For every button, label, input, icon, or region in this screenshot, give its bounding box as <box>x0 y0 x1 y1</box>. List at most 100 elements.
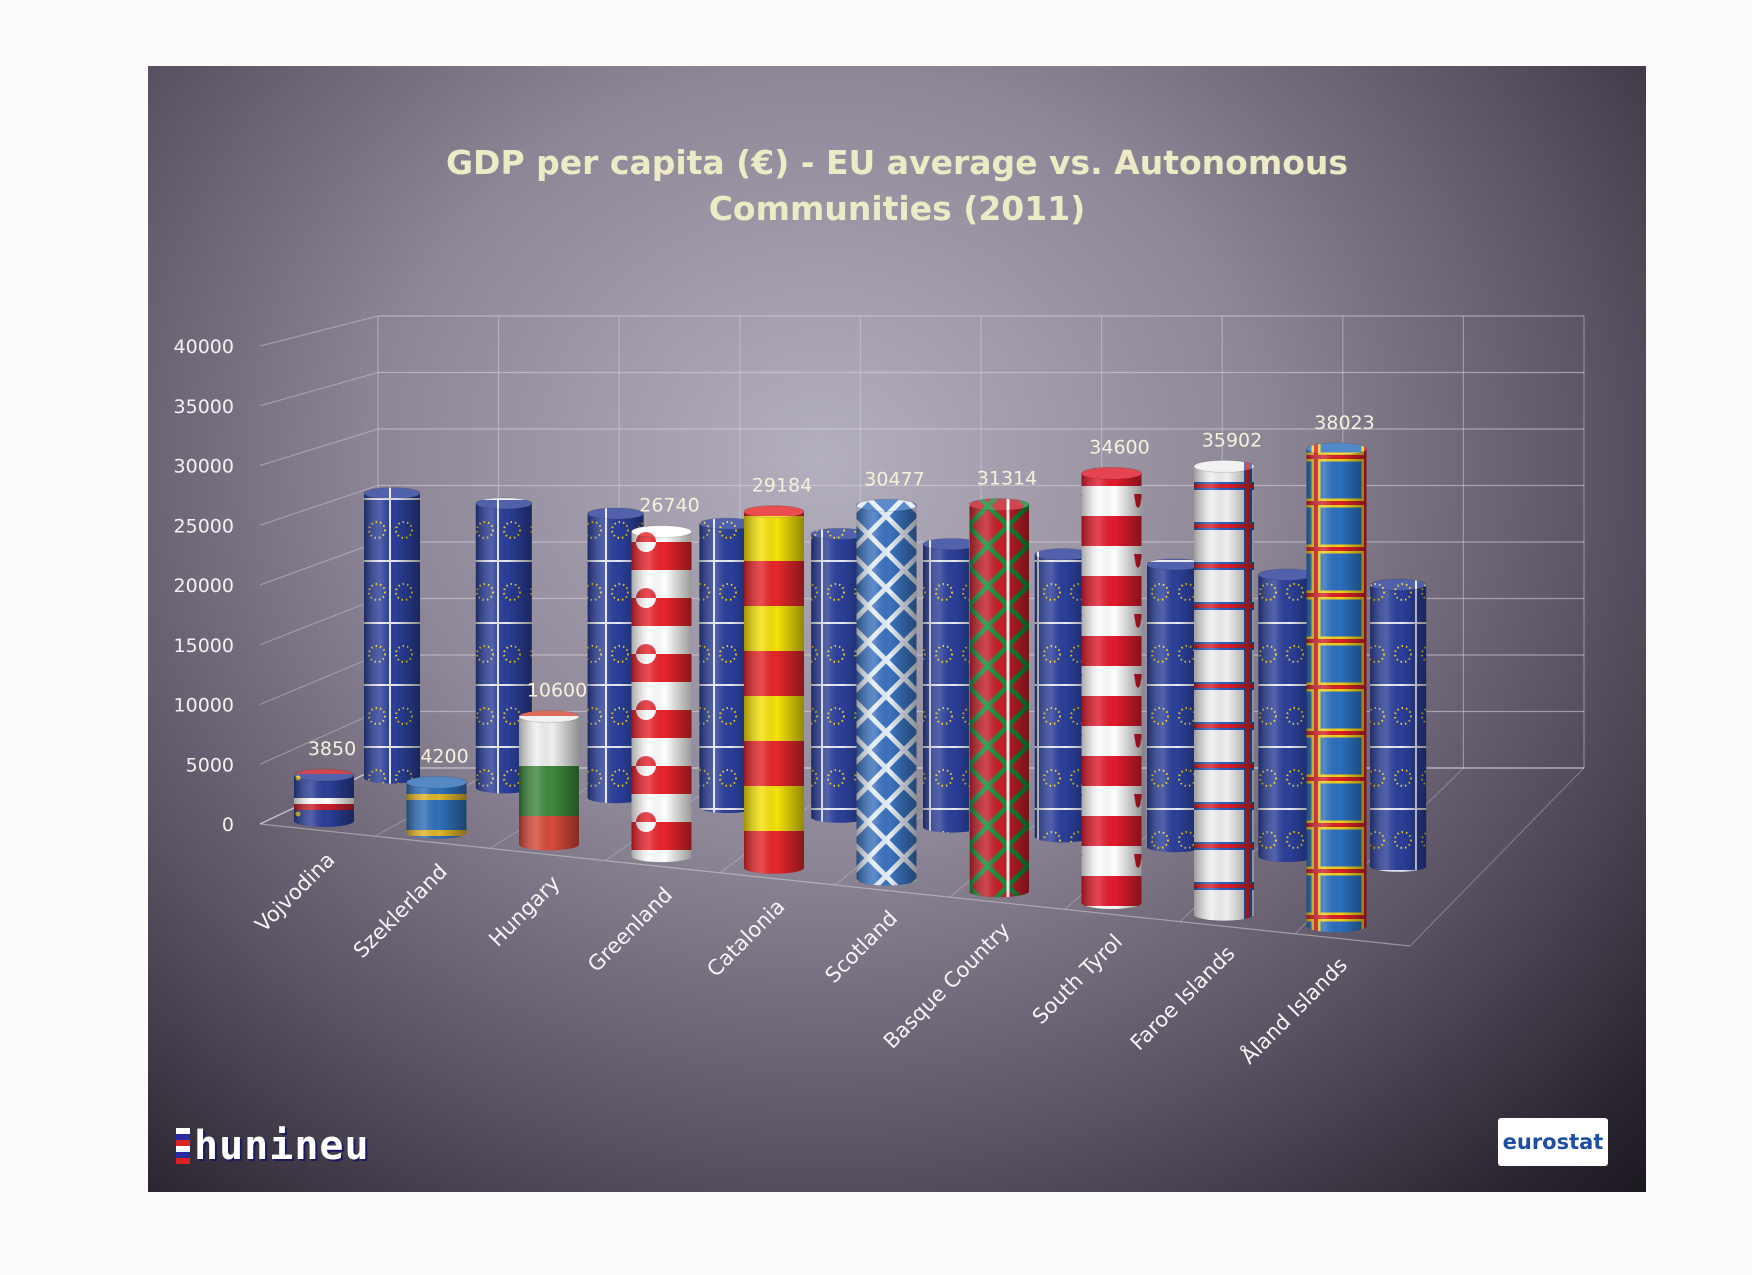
y-axis: 0 5000 10000 15000 20000 25000 30000 35000 40000 <box>174 336 234 836</box>
eu-bar-8-top-highlight <box>1258 569 1315 581</box>
eu-bar-6-top-highlight <box>1034 548 1091 560</box>
country-bar-7-top-highlight <box>1081 467 1142 480</box>
data-label: 34600 <box>1089 436 1149 458</box>
x-axis: Vojvodina Szeklerland Hungary Greenland Cata… <box>250 848 1352 1069</box>
eu-bar-6-shade <box>1034 554 1091 843</box>
country-bar-2-top-highlight <box>519 710 579 723</box>
eu-bar-1-top-highlight <box>475 497 532 510</box>
data-label: 26740 <box>639 495 699 517</box>
country-bar-8 <box>1193 459 1255 921</box>
country-bar-4-top-highlight <box>744 505 804 518</box>
eu-bar-8 <box>1257 568 1315 863</box>
eu-bar-0-shade <box>364 493 420 784</box>
eu-bar-4 <box>810 527 868 823</box>
eu-bar-5-top-highlight <box>923 538 979 550</box>
country-bar-6-top <box>968 498 1030 512</box>
gridline-side <box>259 428 379 467</box>
eu-bar-7 <box>1146 558 1204 853</box>
country-bar-7-top <box>1081 466 1142 480</box>
x-tick-label: Scotland <box>820 906 902 988</box>
country-bar-5 <box>856 498 917 886</box>
country-bar-7 <box>1081 466 1142 909</box>
country-bar-8-top-highlight <box>1194 460 1254 473</box>
country-bar-8-shade <box>1194 466 1254 921</box>
data-label: 31314 <box>977 468 1037 490</box>
gridline-side <box>259 654 379 706</box>
y-tick-label: 0 <box>222 814 234 836</box>
eu-bar-6 <box>1034 548 1092 843</box>
country-bar-1-top <box>406 775 467 789</box>
data-label: 10600 <box>527 680 587 702</box>
country-bar-5-top-highlight <box>856 499 917 512</box>
y-tick-label: 35000 <box>174 396 234 418</box>
bars <box>293 442 1427 933</box>
country-bar-0-top <box>293 768 355 782</box>
eurostat-logo: eurostat <box>1498 1118 1608 1166</box>
country-bar-1-shade <box>406 782 467 839</box>
eu-bar-7-shade <box>1146 564 1203 853</box>
y-tick-label: 15000 <box>174 635 234 657</box>
country-bar-9-shade <box>1306 448 1367 933</box>
data-label: 4200 <box>420 745 468 767</box>
eu-bar-8-shade <box>1258 574 1315 863</box>
eu-bar-2-top-highlight <box>587 507 644 520</box>
x-tick-label: Faroe Islands <box>1126 941 1240 1055</box>
data-label: 38023 <box>1314 412 1374 434</box>
eu-bar-0 <box>363 487 421 784</box>
country-bar-6-top-highlight <box>969 498 1029 511</box>
y-tick-label: 30000 <box>174 456 234 478</box>
gridline-side <box>259 597 379 646</box>
hunineu-logo-stripes <box>176 1128 190 1164</box>
country-bar-9-top-highlight <box>1306 442 1367 455</box>
y-tick-label: 40000 <box>174 336 234 358</box>
eurostat-logo-text: eurostat <box>1502 1130 1604 1154</box>
data-label: 29184 <box>752 475 812 497</box>
country-bar-2 <box>518 710 580 851</box>
country-bar-0 <box>293 768 355 827</box>
country-bar-6 <box>968 498 1030 898</box>
floor-front-edge <box>259 823 1411 947</box>
gridline-side <box>259 371 379 407</box>
country-bar-9-top <box>1306 442 1367 456</box>
chart-title-line-2: Communities (2011) <box>708 189 1086 228</box>
x-tick-label: Hungary <box>484 871 564 951</box>
x-tick-label: Greenland <box>583 883 677 977</box>
country-bar-6-shade <box>969 504 1029 898</box>
country-bar-1-top-highlight <box>406 776 467 789</box>
chart-title: GDP per capita (€) - EU average vs. Auto… <box>148 140 1646 232</box>
chart-title-line-1: GDP per capita (€) - EU average vs. Auto… <box>445 143 1349 182</box>
country-bar-4 <box>743 505 805 874</box>
eu-bar-1-shade <box>475 503 532 794</box>
country-bar-4-shade <box>744 511 804 874</box>
country-bar-5-top <box>856 498 917 512</box>
country-bar-3-top <box>631 525 692 539</box>
x-tick-label: Basque Country <box>879 918 1015 1054</box>
eu-bar-9-top <box>1369 578 1427 591</box>
country-bar-4-top <box>743 505 805 519</box>
country-bar-7-shade <box>1081 473 1142 909</box>
y-tick-label: 5000 <box>186 754 234 776</box>
x-tick-label: Szeklerland <box>349 859 452 962</box>
country-bar-2-shade <box>519 716 579 851</box>
eu-bar-9-top-highlight <box>1370 579 1427 591</box>
data-label: 3850 <box>308 738 356 760</box>
eu-bar-3 <box>698 517 756 814</box>
country-bar-3-shade <box>631 531 692 863</box>
gridline-side <box>259 484 379 526</box>
gridline-side <box>259 541 379 586</box>
eu-bar-1 <box>475 497 533 794</box>
eu-bar-3-shade <box>699 523 756 814</box>
x-tick-label: Åland Islands <box>1235 951 1352 1068</box>
gridline-side <box>259 315 379 347</box>
x-tick-label: Catalonia <box>702 894 789 981</box>
hunineu-logo-text: hunineu <box>194 1123 370 1169</box>
y-tick-label: 25000 <box>174 515 234 537</box>
country-bar-2-top <box>518 710 580 724</box>
eu-bar-2-shade <box>587 513 644 804</box>
country-bar-0-top-highlight <box>294 769 354 782</box>
eu-bar-4-shade <box>811 533 868 823</box>
eu-bar-2-top <box>587 507 645 520</box>
country-bar-9 <box>1306 442 1367 933</box>
eu-bar-4-top-highlight <box>811 528 868 540</box>
bar-chart: 0 5000 10000 15000 20000 25000 30000 35000 40000… <box>174 315 1585 1069</box>
